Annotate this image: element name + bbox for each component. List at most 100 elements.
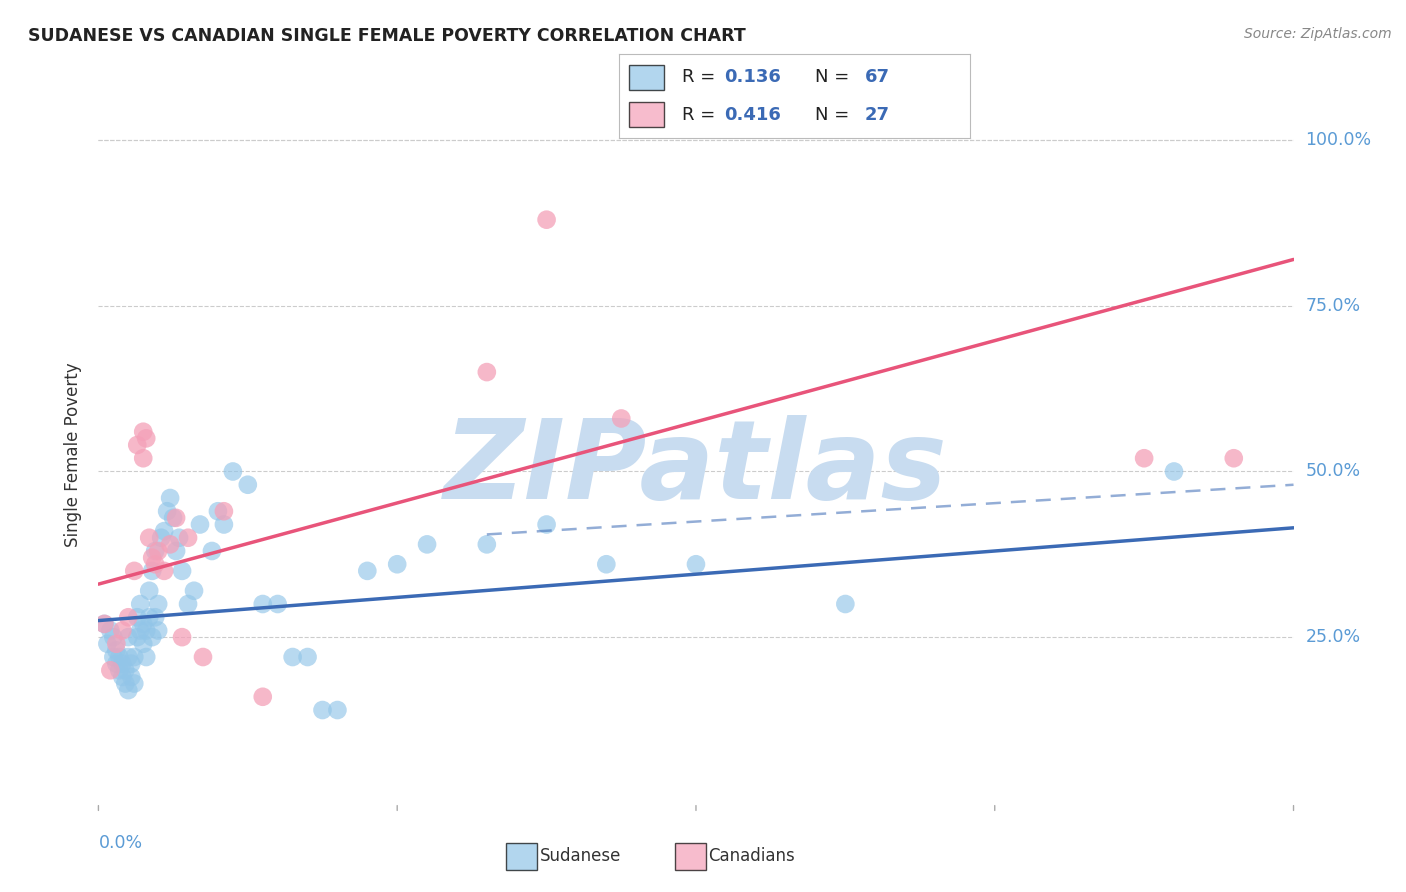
Point — [105, 657, 128, 671]
Point — [111, 657, 134, 671]
Point — [132, 616, 155, 631]
Point — [177, 531, 200, 545]
Point — [267, 597, 290, 611]
Point — [132, 425, 155, 439]
Point — [111, 624, 134, 638]
Point — [153, 524, 176, 538]
Text: N =: N = — [815, 105, 855, 123]
Point — [148, 624, 170, 638]
Point — [201, 544, 224, 558]
Point — [124, 676, 146, 690]
Point — [148, 544, 170, 558]
Point — [129, 624, 152, 638]
Point — [297, 650, 319, 665]
Text: 25.0%: 25.0% — [1305, 628, 1361, 646]
Point — [124, 650, 146, 665]
Point — [105, 637, 128, 651]
Point — [156, 504, 179, 518]
Text: 0.0%: 0.0% — [98, 834, 142, 852]
Point — [141, 550, 163, 565]
Text: Source: ZipAtlas.com: Source: ZipAtlas.com — [1244, 27, 1392, 41]
Point — [143, 544, 166, 558]
Point — [159, 537, 181, 551]
Point — [117, 650, 139, 665]
Point — [135, 650, 157, 665]
Point — [183, 583, 205, 598]
Point — [177, 597, 200, 611]
Point — [114, 676, 136, 690]
Text: Sudanese: Sudanese — [540, 847, 621, 865]
Point — [141, 564, 163, 578]
Text: 0.136: 0.136 — [724, 69, 780, 87]
Point — [103, 630, 125, 644]
Point — [159, 491, 181, 505]
Point — [356, 564, 378, 578]
Point — [685, 558, 707, 572]
Point — [114, 663, 136, 677]
Point — [222, 465, 245, 479]
Point — [162, 511, 184, 525]
FancyBboxPatch shape — [630, 102, 664, 128]
Point — [105, 643, 128, 657]
Text: Canadians: Canadians — [709, 847, 796, 865]
Point — [536, 212, 558, 227]
Point — [834, 597, 856, 611]
Point — [252, 690, 274, 704]
Point — [188, 517, 211, 532]
Point — [165, 544, 187, 558]
Point — [111, 670, 134, 684]
Text: 100.0%: 100.0% — [1305, 131, 1372, 149]
Text: 0.416: 0.416 — [724, 105, 780, 123]
Point — [1133, 451, 1156, 466]
Point — [138, 610, 160, 624]
Point — [311, 703, 333, 717]
Point — [98, 624, 122, 638]
Point — [132, 451, 155, 466]
Point — [127, 630, 149, 644]
Text: SUDANESE VS CANADIAN SINGLE FEMALE POVERTY CORRELATION CHART: SUDANESE VS CANADIAN SINGLE FEMALE POVER… — [28, 27, 745, 45]
Point — [138, 583, 160, 598]
Point — [536, 517, 558, 532]
Point — [212, 504, 235, 518]
Text: N =: N = — [815, 69, 855, 87]
Point — [475, 365, 498, 379]
FancyBboxPatch shape — [630, 64, 664, 90]
Point — [385, 558, 409, 572]
Point — [212, 517, 235, 532]
Point — [141, 630, 163, 644]
Text: 75.0%: 75.0% — [1305, 297, 1361, 315]
Point — [124, 564, 146, 578]
Point — [153, 564, 176, 578]
Text: R =: R = — [682, 105, 721, 123]
Point — [236, 477, 259, 491]
Point — [281, 650, 304, 665]
Point — [416, 537, 439, 551]
Point — [252, 597, 274, 611]
Point — [191, 650, 214, 665]
Point — [103, 650, 125, 665]
Point — [148, 597, 170, 611]
Point — [135, 624, 157, 638]
Point — [127, 610, 149, 624]
Point — [108, 650, 131, 665]
Point — [120, 657, 142, 671]
Text: R =: R = — [682, 69, 721, 87]
Point — [120, 670, 142, 684]
Point — [150, 531, 173, 545]
Text: 27: 27 — [865, 105, 890, 123]
Text: ZIPatlas: ZIPatlas — [444, 416, 948, 523]
Text: 50.0%: 50.0% — [1305, 462, 1361, 481]
Point — [165, 511, 187, 525]
Point — [167, 531, 190, 545]
Point — [93, 616, 115, 631]
Point — [143, 558, 166, 572]
Point — [207, 504, 229, 518]
Point — [610, 411, 633, 425]
Point — [132, 637, 155, 651]
Point — [98, 663, 122, 677]
Point — [93, 616, 115, 631]
Point — [138, 531, 160, 545]
Point — [475, 537, 498, 551]
Text: 67: 67 — [865, 69, 890, 87]
Point — [326, 703, 349, 717]
